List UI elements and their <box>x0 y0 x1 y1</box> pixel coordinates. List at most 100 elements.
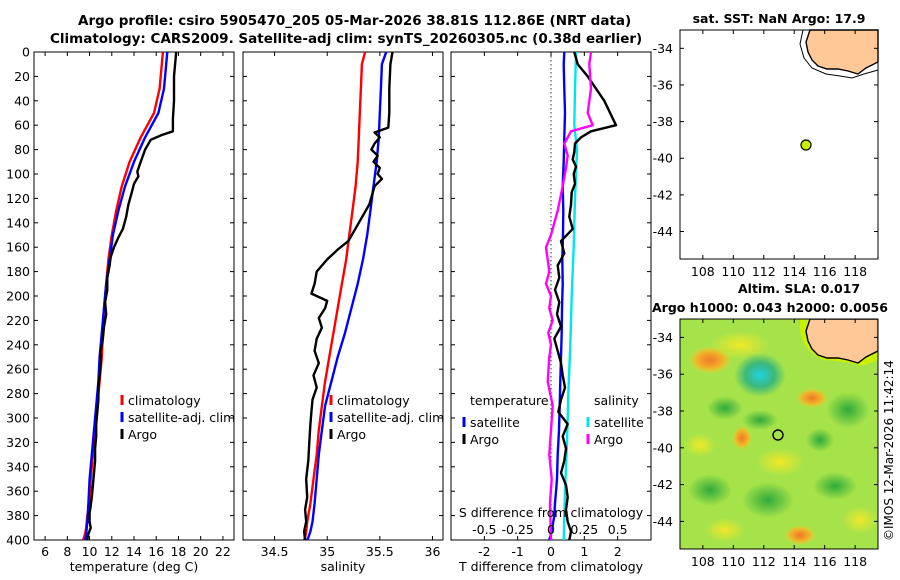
legend-label: satellite-adj. clim <box>337 410 444 425</box>
map-xtick-label: 110 <box>721 264 745 279</box>
map-ytick-label: -36 <box>653 367 673 382</box>
s-difference-tick-label: 0 <box>547 522 555 537</box>
s-difference-axis-label: S difference from climatology <box>459 505 644 520</box>
map-ytick-label: -44 <box>653 514 673 529</box>
sla-map-title-line1: Altim. SLA: 0.017 <box>738 281 860 296</box>
map-ytick-label: -40 <box>653 440 673 455</box>
legend-salinity-title: salinity <box>594 393 639 408</box>
map-ytick-label: -34 <box>653 330 673 345</box>
map-xtick-label: 110 <box>721 554 745 569</box>
xtick-label: 34.5 <box>261 544 289 559</box>
map-ytick-label: -44 <box>653 224 673 239</box>
ytick-label: 280 <box>6 386 30 401</box>
imos-credit: ©IMOS 12-Mar-2026 11:42:14 <box>882 360 896 541</box>
sst-map: sat. SST: NaN Argo: 17.9 108 110 112 114 116… <box>653 11 879 279</box>
ytick-label: 400 <box>6 533 30 548</box>
map-xtick-label: 114 <box>782 264 806 279</box>
legend-label: Argo <box>594 432 623 447</box>
difference-panel: -2 -1 0 1 2T difference from climatology temp… <box>450 51 652 574</box>
legend-label: Argo <box>128 427 157 442</box>
xtick-label: 2 <box>614 544 622 559</box>
map-ytick-label: -38 <box>653 404 673 419</box>
legend-label: Argo <box>337 427 366 442</box>
series-t-argo <box>553 51 618 541</box>
differences-xlabel: T difference from climatology <box>458 559 644 574</box>
ytick-label: 200 <box>6 289 30 304</box>
ytick-label: 360 <box>6 484 30 499</box>
legend-label: climatology <box>128 393 201 408</box>
s-difference-tick-label: -0.5 <box>472 522 496 537</box>
map-xtick-label: 116 <box>813 264 837 279</box>
series-t-satellite <box>548 51 567 541</box>
series-argo <box>86 51 178 541</box>
ytick-label: 140 <box>6 215 30 230</box>
map-ytick-label: -34 <box>653 41 673 56</box>
ytick-label: 60 <box>14 118 30 133</box>
ytick-label: 40 <box>14 93 30 108</box>
legend-temperature-title: temperature <box>470 393 549 408</box>
xtick-label: -2 <box>478 544 490 559</box>
xtick-label: 16 <box>148 544 164 559</box>
map-ytick-label: -36 <box>653 77 673 92</box>
ytick-label: 380 <box>6 508 30 523</box>
map-xtick-label: 112 <box>752 264 776 279</box>
map-xtick-label: 118 <box>843 554 867 569</box>
xtick-label: 12 <box>104 544 120 559</box>
salinity-panel: 34.5 35 35.5 36 salinity climatology satellite… <box>242 51 444 574</box>
temperature-xlabel: temperature (deg C) <box>70 559 199 574</box>
ytick-label: 160 <box>6 240 30 255</box>
sla-map: Altim. SLA: 0.017 Argo h1000: 0.043 h200… <box>652 281 888 569</box>
sst-coast-contour <box>799 29 879 79</box>
map-xtick-label: 108 <box>691 554 715 569</box>
map-xtick-label: 114 <box>782 554 806 569</box>
ytick-label: 240 <box>6 337 30 352</box>
ytick-label: 80 <box>14 142 30 157</box>
xtick-label: 35.5 <box>366 544 394 559</box>
series-argo <box>302 51 394 541</box>
xtick-label: 18 <box>170 544 186 559</box>
sla-land-coast <box>805 319 878 364</box>
map-ytick-label: -40 <box>653 151 673 166</box>
map-xtick-label: 112 <box>752 554 776 569</box>
sst-argo-marker <box>800 139 812 151</box>
map-ytick-label: -42 <box>653 477 673 492</box>
figure-title-line1: Argo profile: csiro 5905470_205 05-Mar-2… <box>78 13 632 29</box>
series-satellite-adj-clim <box>83 51 169 541</box>
xtick-label: 20 <box>193 544 209 559</box>
s-difference-tick-label: -0.25 <box>501 522 533 537</box>
ytick-label: 20 <box>14 69 30 84</box>
legend-label: climatology <box>337 393 410 408</box>
ytick-label: 100 <box>6 167 30 182</box>
map-xtick-label: 116 <box>813 554 837 569</box>
xtick-label: 35 <box>319 544 335 559</box>
legend-label: satellite <box>470 415 520 430</box>
ytick-label: 340 <box>6 459 30 474</box>
sst-map-title: sat. SST: NaN Argo: 17.9 <box>693 11 866 26</box>
temperature-frame <box>33 51 235 541</box>
figure-title-line2: Climatology: CARS2009. Satellite-adj cli… <box>50 31 643 47</box>
map-ytick-label: -38 <box>653 114 673 129</box>
ytick-label: 320 <box>6 435 30 450</box>
series-s-argo <box>544 51 594 541</box>
xtick-label: 8 <box>63 544 71 559</box>
legend-label: Argo <box>470 432 499 447</box>
map-xtick-label: 108 <box>691 264 715 279</box>
s-difference-tick-label: 0.5 <box>608 522 628 537</box>
xtick-label: -1 <box>511 544 523 559</box>
xtick-label: 22 <box>215 544 231 559</box>
legend-label: satellite-adj. clim <box>128 410 235 425</box>
ytick-label: 220 <box>6 313 30 328</box>
map-ytick-label: -42 <box>653 187 673 202</box>
series-satellite-adj-clim <box>306 51 388 541</box>
series-climatology <box>302 51 367 541</box>
xtick-label: 1 <box>580 544 588 559</box>
ytick-label: 300 <box>6 411 30 426</box>
xtick-label: 10 <box>82 544 98 559</box>
s-difference-tick-label: 0.25 <box>570 522 598 537</box>
sla-argo-marker <box>772 429 784 441</box>
ytick-label: 120 <box>6 191 30 206</box>
xtick-label: 6 <box>41 544 49 559</box>
legend-label: satellite <box>594 415 644 430</box>
salinity-xlabel: salinity <box>321 559 366 574</box>
